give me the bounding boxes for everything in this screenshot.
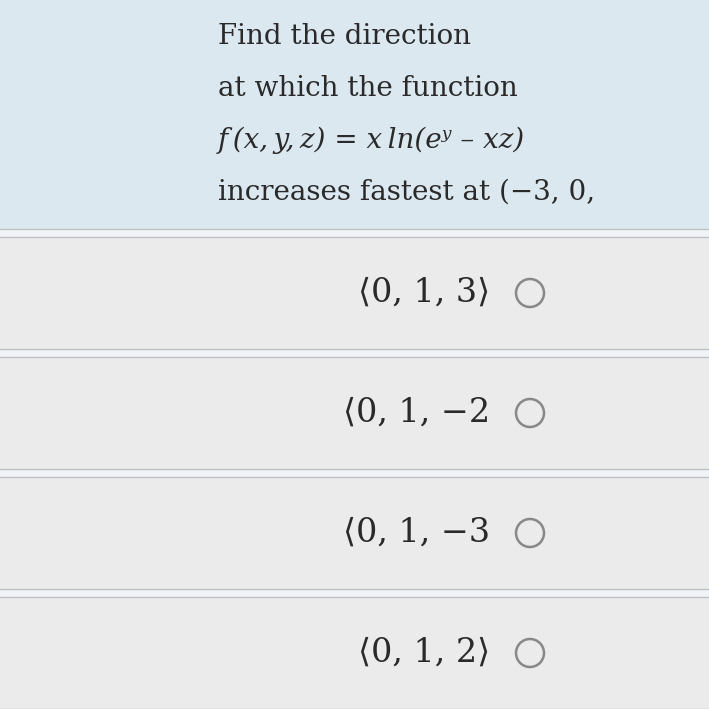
Text: ⟨0, 1, −2: ⟨0, 1, −2	[343, 397, 490, 429]
FancyBboxPatch shape	[0, 0, 709, 229]
Text: ⟨0, 1, 3⟩: ⟨0, 1, 3⟩	[358, 277, 490, 309]
FancyBboxPatch shape	[0, 477, 709, 589]
FancyBboxPatch shape	[0, 597, 709, 709]
Text: f (x, y, z) = x ln(eʸ – xz): f (x, y, z) = x ln(eʸ – xz)	[218, 127, 525, 154]
Text: ⟨0, 1, −3: ⟨0, 1, −3	[343, 517, 490, 549]
FancyBboxPatch shape	[0, 237, 709, 349]
Text: at which the function: at which the function	[218, 75, 518, 102]
Text: Find the direction: Find the direction	[218, 23, 471, 50]
Text: increases fastest at (−3, 0,: increases fastest at (−3, 0,	[218, 179, 595, 206]
Text: ⟨0, 1, 2⟩: ⟨0, 1, 2⟩	[358, 637, 490, 669]
FancyBboxPatch shape	[0, 357, 709, 469]
